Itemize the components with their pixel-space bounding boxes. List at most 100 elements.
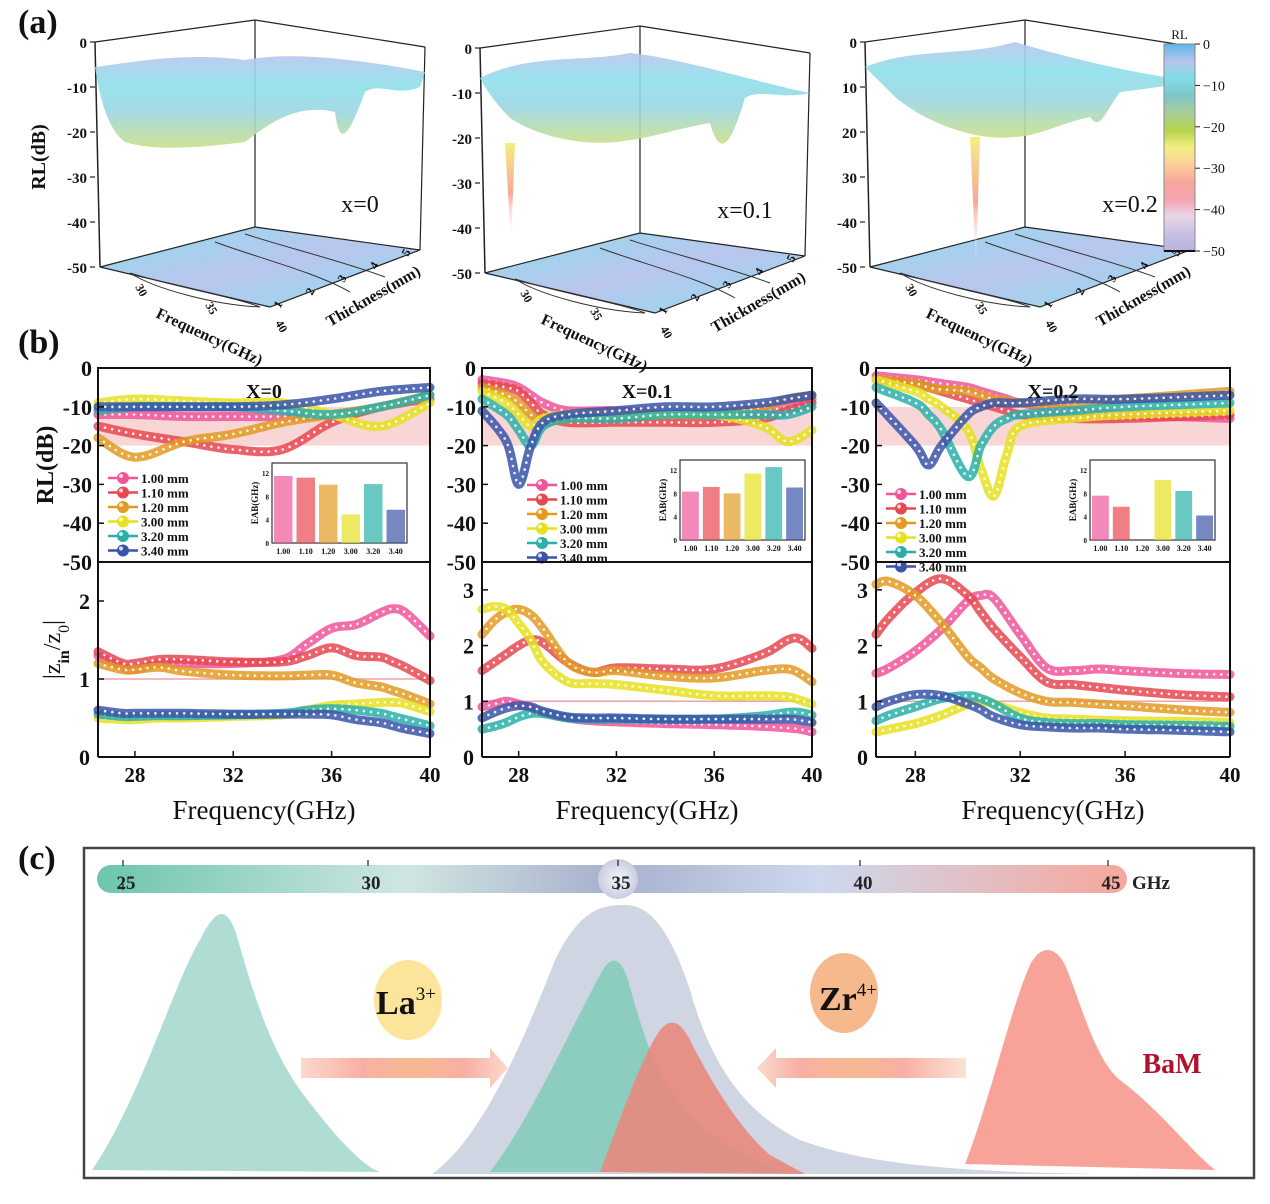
data-point <box>606 716 610 720</box>
data-point <box>514 704 518 708</box>
data-point <box>291 402 294 406</box>
data-point <box>1098 407 1102 410</box>
data-point <box>678 413 681 416</box>
red-peak-center <box>600 1022 805 1174</box>
data-point <box>722 723 725 727</box>
data-point <box>494 605 498 608</box>
eab-x-tick-label: 3.00 <box>1156 544 1170 553</box>
data-point <box>1189 694 1192 697</box>
data-point <box>752 421 755 425</box>
data-point <box>1145 706 1149 709</box>
data-point <box>1073 701 1077 704</box>
data-point <box>772 725 776 729</box>
surface-plot-a-x01: 0-10-20-30-40-50x=0.1Frequency(GHz)Thick… <box>452 25 811 375</box>
data-point <box>349 652 352 656</box>
data-point <box>1047 399 1050 402</box>
data-point <box>233 415 237 418</box>
data-point <box>554 646 557 649</box>
data-point <box>376 720 380 724</box>
data-point <box>516 412 520 416</box>
data-point <box>1106 406 1109 410</box>
data-point <box>786 638 789 642</box>
data-point <box>990 714 994 718</box>
data-point <box>1212 394 1216 398</box>
data-point <box>1090 726 1093 730</box>
eab-y-tick-label: 8 <box>1084 490 1088 498</box>
data-point <box>771 413 775 417</box>
data-point <box>376 390 380 394</box>
data-point <box>1010 712 1014 716</box>
data-point <box>283 403 287 406</box>
data-point <box>554 673 558 676</box>
z-tick-label: 20 <box>842 126 857 142</box>
data-point <box>957 706 960 710</box>
data-point <box>539 658 543 661</box>
data-point <box>204 415 208 418</box>
x-tick-label: 40 <box>1042 318 1060 335</box>
data-point <box>998 681 1001 684</box>
teal-peak-left <box>92 913 380 1172</box>
data-point <box>232 432 235 436</box>
data-point <box>1031 696 1034 699</box>
z-series-2-line <box>93 658 435 709</box>
data-point <box>1039 725 1043 728</box>
eab-y-axis-title: EAB(GHz) <box>658 479 668 522</box>
rl-plot-title: X=0 <box>246 381 282 403</box>
data-point <box>990 594 993 598</box>
data-point <box>486 665 490 668</box>
data-point <box>1184 672 1187 675</box>
data-point <box>404 727 408 731</box>
z-x-tick-label: 32 <box>1010 763 1031 787</box>
data-point <box>280 660 284 664</box>
colorbar-tick-label: −20 <box>1203 121 1225 136</box>
z-x-tick-label: 36 <box>704 763 725 787</box>
data-point <box>125 413 129 416</box>
data-point <box>903 381 906 384</box>
data-point <box>333 397 337 400</box>
data-point <box>993 423 997 427</box>
arrow-right <box>301 1048 508 1088</box>
data-point <box>883 621 886 625</box>
data-point <box>246 429 249 433</box>
data-point <box>1217 710 1220 714</box>
data-point <box>239 431 242 434</box>
data-point <box>713 421 717 424</box>
data-point <box>501 613 504 616</box>
data-point <box>530 413 533 417</box>
data-point <box>981 613 985 616</box>
data-point <box>175 712 179 715</box>
data-point <box>581 669 584 672</box>
data-point <box>924 462 928 466</box>
data-point <box>381 686 385 689</box>
data-point <box>999 474 1003 477</box>
data-point <box>913 444 917 447</box>
z-series-2-markers <box>480 608 810 681</box>
data-point <box>981 441 984 444</box>
data-point <box>666 675 670 678</box>
data-point <box>139 397 143 401</box>
data-point <box>1103 686 1106 690</box>
z-x-tick-label: 28 <box>508 763 529 787</box>
data-point <box>631 671 634 674</box>
legend-marker <box>536 493 548 506</box>
data-point <box>664 717 667 721</box>
data-point <box>681 676 684 679</box>
data-point <box>146 712 150 715</box>
data-point <box>1061 669 1065 673</box>
data-point <box>625 408 628 412</box>
data-point <box>894 697 898 701</box>
data-point <box>1000 635 1003 639</box>
data-point <box>560 677 564 680</box>
data-point <box>521 609 525 612</box>
data-point <box>190 415 193 418</box>
data-point <box>797 396 801 399</box>
data-point <box>717 694 720 698</box>
data-point <box>1181 708 1184 712</box>
data-point <box>1183 729 1187 732</box>
data-point <box>682 405 686 409</box>
data-point <box>510 418 513 421</box>
z-y-tick-label: 1 <box>857 689 868 714</box>
data-point <box>955 459 959 463</box>
data-point <box>964 702 968 705</box>
data-point <box>1046 725 1050 729</box>
